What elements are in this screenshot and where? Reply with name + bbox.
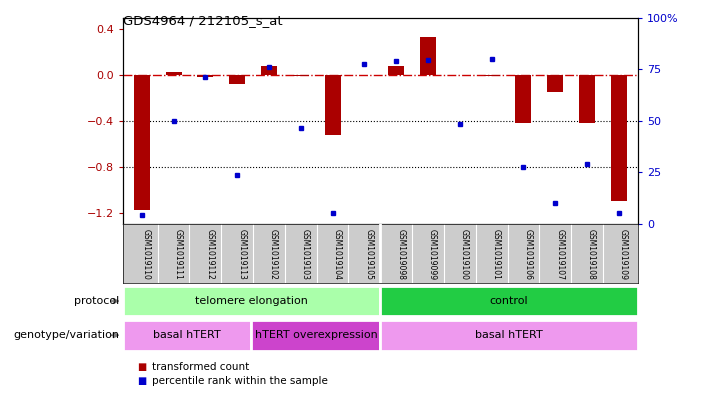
Bar (388, 66, 404, 75)
Text: transformed count: transformed count (152, 362, 250, 373)
Text: GSM1019101: GSM1019101 (491, 229, 501, 279)
Text: control: control (490, 296, 529, 306)
Text: ■: ■ (137, 362, 146, 373)
Text: basal hTERT: basal hTERT (475, 330, 543, 340)
Text: GSM1019113: GSM1019113 (237, 229, 246, 279)
Bar (325, 75, 341, 134)
Text: ■: ■ (137, 376, 146, 386)
Bar (261, 66, 277, 75)
Bar (381, 320, 638, 351)
Bar (611, 75, 627, 201)
Text: hTERT overexpression: hTERT overexpression (254, 330, 377, 340)
Text: GDS4964 / 212105_s_at: GDS4964 / 212105_s_at (123, 14, 283, 27)
Text: GSM1019111: GSM1019111 (174, 229, 182, 279)
Bar (547, 75, 563, 92)
Text: GSM1019105: GSM1019105 (365, 229, 374, 280)
Text: GSM1019098: GSM1019098 (396, 229, 405, 280)
Bar (381, 286, 638, 316)
Text: GSM1019102: GSM1019102 (269, 229, 278, 279)
Bar (293, 75, 308, 76)
Text: basal hTERT: basal hTERT (154, 330, 221, 340)
Text: GSM1019104: GSM1019104 (332, 229, 341, 280)
Bar (420, 37, 436, 75)
Text: GSM1019107: GSM1019107 (555, 229, 564, 280)
Bar (198, 75, 213, 77)
Bar (252, 320, 381, 351)
Bar (134, 75, 150, 210)
Bar (579, 75, 595, 123)
Text: telomere elongation: telomere elongation (195, 296, 308, 306)
Text: GSM1019108: GSM1019108 (587, 229, 596, 279)
Text: protocol: protocol (74, 296, 119, 306)
Text: GSM1019099: GSM1019099 (428, 229, 437, 280)
Bar (484, 75, 500, 76)
Text: GSM1019110: GSM1019110 (142, 229, 151, 279)
Text: GSM1019103: GSM1019103 (301, 229, 310, 280)
Text: genotype/variation: genotype/variation (13, 330, 119, 340)
Text: percentile rank within the sample: percentile rank within the sample (152, 376, 328, 386)
Text: GSM1019106: GSM1019106 (524, 229, 533, 280)
Bar (123, 320, 252, 351)
Bar (515, 75, 531, 123)
Text: GSM1019109: GSM1019109 (619, 229, 628, 280)
Text: GSM1019112: GSM1019112 (205, 229, 215, 279)
Bar (229, 75, 245, 84)
Text: GSM1019100: GSM1019100 (460, 229, 469, 280)
Bar (123, 286, 381, 316)
Bar (165, 72, 182, 75)
